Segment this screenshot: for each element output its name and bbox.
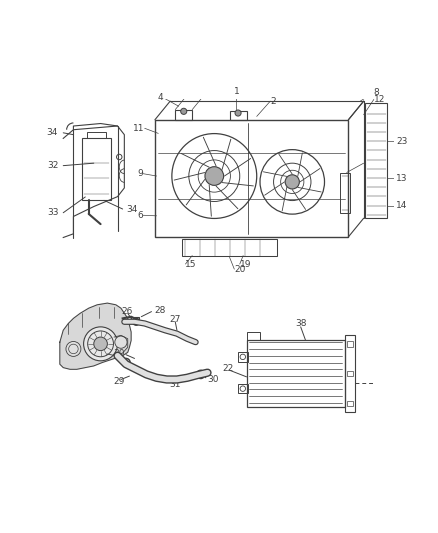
- Bar: [175, 110, 192, 120]
- Circle shape: [84, 327, 117, 361]
- Text: 28: 28: [154, 306, 165, 315]
- Text: 14: 14: [396, 201, 407, 210]
- Bar: [131, 317, 138, 324]
- Circle shape: [285, 175, 299, 189]
- Circle shape: [94, 337, 107, 351]
- Text: 6: 6: [137, 211, 143, 220]
- Circle shape: [205, 167, 224, 185]
- Text: 31: 31: [169, 380, 180, 389]
- Bar: [230, 111, 247, 120]
- Text: 30: 30: [113, 349, 124, 358]
- Text: 2: 2: [270, 96, 276, 106]
- Bar: [340, 173, 350, 214]
- Bar: [87, 132, 106, 139]
- Bar: [238, 352, 247, 361]
- Text: 32: 32: [47, 161, 59, 170]
- Bar: [346, 371, 353, 376]
- Text: 15: 15: [185, 260, 197, 269]
- Circle shape: [115, 336, 127, 348]
- Circle shape: [235, 110, 241, 116]
- Circle shape: [181, 108, 187, 115]
- Text: 19: 19: [240, 260, 251, 269]
- Text: 11: 11: [133, 124, 145, 133]
- Circle shape: [66, 342, 81, 357]
- Text: 23: 23: [396, 137, 407, 146]
- Bar: [247, 332, 260, 341]
- Text: 9: 9: [137, 169, 143, 178]
- Bar: [247, 341, 345, 407]
- Bar: [365, 103, 387, 218]
- Bar: [82, 139, 111, 200]
- Bar: [346, 341, 353, 346]
- Bar: [346, 400, 353, 406]
- Text: 27: 27: [170, 315, 181, 324]
- Text: 33: 33: [47, 208, 59, 217]
- Bar: [238, 384, 247, 393]
- Text: 1: 1: [233, 87, 239, 96]
- Text: 8: 8: [374, 88, 380, 97]
- Text: 34: 34: [47, 128, 58, 136]
- Text: 13: 13: [396, 174, 407, 183]
- Text: 22: 22: [222, 365, 233, 374]
- Bar: [345, 335, 355, 411]
- Text: 26: 26: [121, 307, 133, 316]
- Text: 30: 30: [207, 375, 218, 384]
- Bar: [155, 120, 348, 237]
- Text: 34: 34: [126, 205, 138, 214]
- Text: 38: 38: [295, 319, 307, 328]
- Polygon shape: [60, 303, 131, 369]
- Text: 29: 29: [113, 377, 125, 386]
- Text: 12: 12: [374, 95, 385, 104]
- Text: 4: 4: [158, 93, 163, 102]
- Text: 20: 20: [234, 265, 246, 273]
- Bar: [182, 239, 277, 256]
